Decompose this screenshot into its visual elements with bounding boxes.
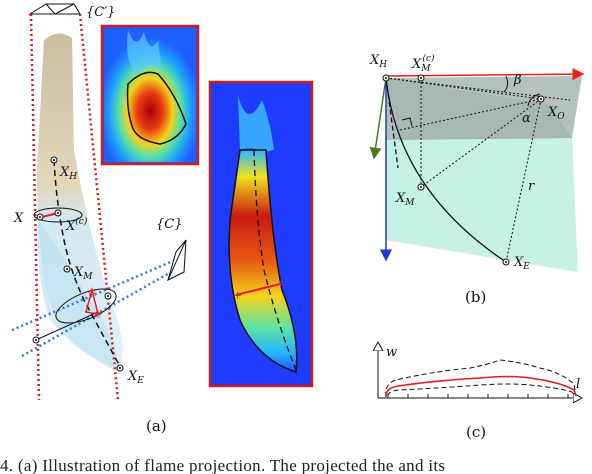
heatmap-large: + +: [208, 80, 314, 388]
label-xc-a: X(c): [65, 216, 88, 234]
label-x-a: X: [13, 211, 24, 226]
alpha-arc: [527, 93, 541, 107]
heatmap-small-contour: [126, 71, 187, 145]
heatmap-small: [100, 24, 200, 166]
right-angle-mark: [401, 117, 413, 127]
label-xh-a: XH: [59, 165, 77, 182]
width-profile-lower: [387, 383, 575, 397]
label-xh-b: XH: [369, 53, 387, 70]
panel-a: {C′} {C} ✩ ✩: [11, 3, 314, 435]
label-c: {C}: [156, 217, 183, 232]
construction-lines-b: [385, 77, 571, 263]
camera-cprime-icon: [28, 3, 81, 15]
beta-arc: [503, 75, 509, 93]
cross-section-upper: [33, 207, 83, 223]
arc-curve-b: [385, 77, 507, 263]
star-upper: ✩: [87, 286, 96, 299]
label-xo-b: XO: [547, 105, 565, 122]
axis-green-arrow: [369, 77, 387, 160]
heatmap-large-centerline: [253, 149, 297, 371]
camera-ray-lower: [21, 264, 183, 358]
heatmap-large-width: [235, 283, 281, 296]
caption-a: (a): [146, 417, 167, 435]
label-xe-a: XE: [127, 369, 144, 386]
label-xm-b: XM: [395, 191, 415, 208]
caption-c: (c): [466, 423, 486, 441]
camera-c-icon: [166, 239, 187, 282]
svg-text:+: +: [233, 289, 242, 302]
support-line: [35, 311, 99, 341]
label-beta: β: [513, 73, 522, 88]
label-cprime: {C′}: [86, 5, 115, 20]
label-xe-b: XE: [513, 255, 530, 272]
star-lower: ✩: [93, 308, 102, 321]
caption-b: (b): [465, 288, 486, 306]
width-profile-upper: [385, 359, 577, 398]
cross-section-lower: [55, 288, 117, 324]
label-l: l: [576, 377, 580, 392]
frustum-left-line: [29, 13, 41, 401]
svg-text:+: +: [276, 278, 285, 291]
plane-teal: [386, 136, 578, 272]
plane-gray-wedge: [386, 78, 572, 140]
label-xm-a: XM: [73, 265, 93, 282]
width-profile-mean: [385, 375, 577, 397]
panel-c: w l (c): [378, 342, 582, 441]
flame-centerline: [53, 159, 123, 371]
panel-b: XH XM(c) β α XO XM r XE (b): [369, 53, 585, 306]
axis-red-arrow: [385, 68, 585, 81]
label-alpha: α: [522, 111, 531, 126]
label-r: r: [528, 179, 535, 194]
centerline-dashed-b: [385, 77, 399, 169]
label-xmc-b: XM(c): [411, 53, 435, 74]
camera-ray-upper: [11, 256, 181, 332]
figure-caption-line: 4. (a) Illustration of flame projection.…: [0, 456, 446, 474]
axis-l-ticks: [387, 394, 569, 398]
heatmap-large-contour: [228, 149, 298, 373]
red-construction-lines: [85, 287, 100, 315]
label-w: w: [386, 345, 397, 360]
